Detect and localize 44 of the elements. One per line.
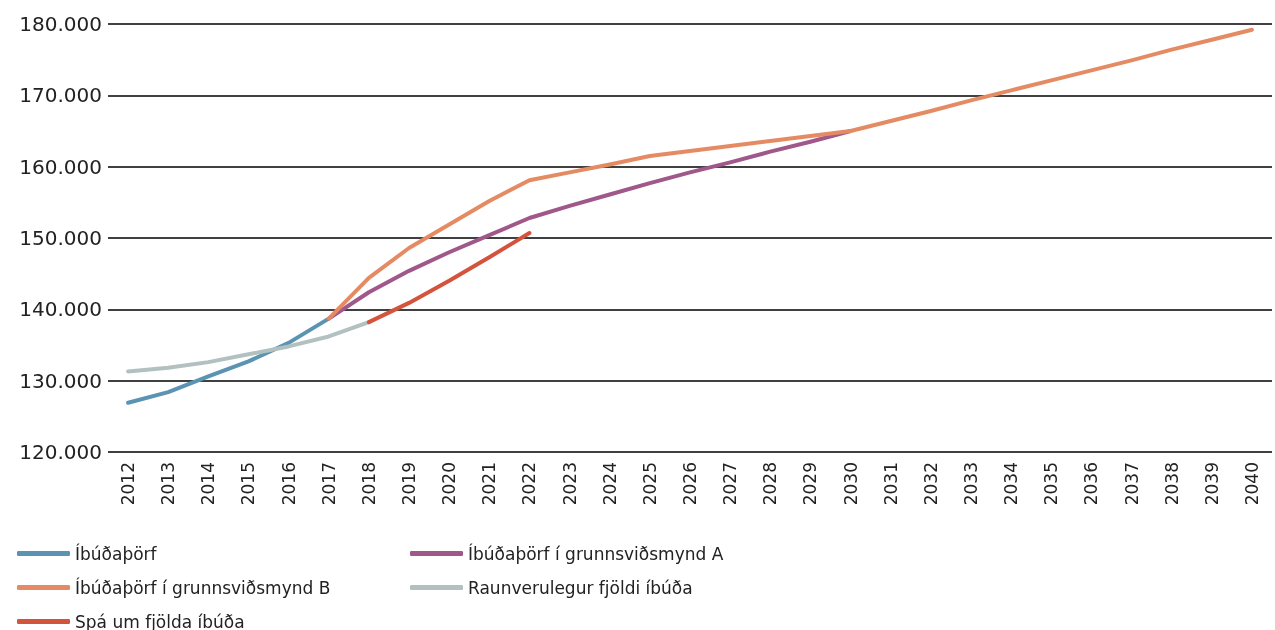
x-tick-label: 2013 xyxy=(158,462,179,506)
x-tick-label: 2015 xyxy=(238,462,259,506)
x-tick-label: 2029 xyxy=(800,462,821,506)
x-tick-label: 2025 xyxy=(639,462,660,506)
x-tick-label: 2016 xyxy=(278,462,299,506)
y-tick-label: 160.000 xyxy=(19,154,102,179)
y-tick-label: 180.000 xyxy=(19,12,102,36)
x-tick-label: 2028 xyxy=(760,462,781,506)
x-tick-label: 2022 xyxy=(519,462,540,506)
x-tick-label: 2024 xyxy=(599,462,620,506)
x-tick-label: 2034 xyxy=(1001,462,1022,506)
x-tick-label: 2039 xyxy=(1201,462,1222,506)
y-tick-label: 150.000 xyxy=(19,226,102,250)
legend-label: Raunverulegur fjöldi íbúða xyxy=(468,577,693,598)
line-series xyxy=(366,231,532,325)
legend-label: Íbúðaþörf xyxy=(75,542,158,564)
line-series xyxy=(126,320,371,374)
x-tick-label: 2032 xyxy=(920,462,941,506)
legend-label: Íbúðaþörf í grunnsviðsmynd B xyxy=(75,576,331,598)
x-tick-label: 2012 xyxy=(118,462,139,506)
x-tick-label: 2040 xyxy=(1241,462,1262,506)
x-tick-label: 2030 xyxy=(840,462,861,506)
y-tick-label: 120.000 xyxy=(19,440,102,464)
x-tick-label: 2014 xyxy=(198,462,219,506)
x-tick-label: 2036 xyxy=(1081,462,1102,506)
y-tick-label: 170.000 xyxy=(19,83,102,108)
x-tick-label: 2017 xyxy=(318,462,339,506)
y-tick-label: 140.000 xyxy=(19,297,102,322)
y-tick-label: 130.000 xyxy=(19,368,102,393)
x-tick-label: 2021 xyxy=(479,462,500,506)
x-tick-label: 2037 xyxy=(1121,462,1142,506)
x-tick-label: 2023 xyxy=(559,462,580,506)
legend-label: Íbúðaþörf í grunnsviðsmynd A xyxy=(468,542,724,564)
x-tick-label: 2026 xyxy=(680,462,700,506)
x-tick-label: 2031 xyxy=(880,462,901,506)
x-tick-label: 2018 xyxy=(358,462,379,506)
x-tick-label: 2033 xyxy=(960,462,981,506)
x-tick-label: 2035 xyxy=(1041,462,1062,506)
line-series xyxy=(326,27,1254,321)
line-series xyxy=(126,316,331,405)
x-tick-label: 2038 xyxy=(1161,462,1182,506)
x-tick-label: 2019 xyxy=(399,462,420,506)
x-tick-label: 2027 xyxy=(720,462,741,506)
x-tick-label: 2020 xyxy=(439,462,460,506)
